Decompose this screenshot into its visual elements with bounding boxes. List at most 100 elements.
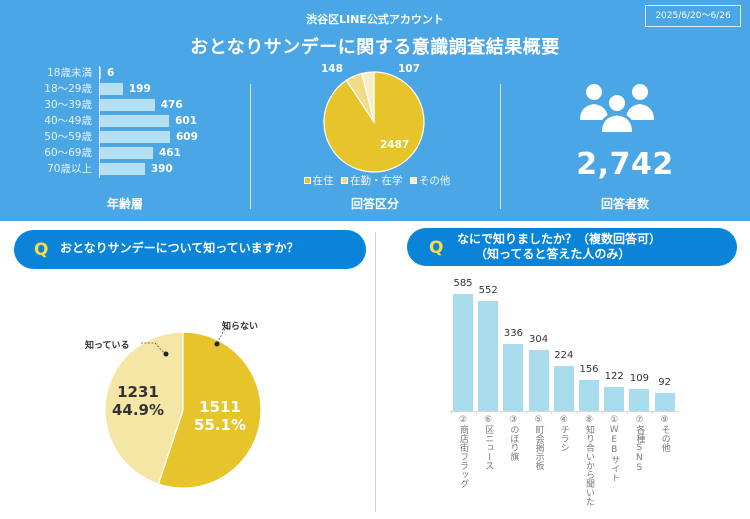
q1-pie-chart xyxy=(104,326,262,489)
q2-bar-value: 336 xyxy=(503,327,523,339)
date-range-badge: 2025/6/20～6/26 xyxy=(645,5,741,27)
legend-swatch-zaiju xyxy=(303,177,311,184)
age-bar xyxy=(100,147,153,159)
q2-category-label: ②商店街フラッグ xyxy=(458,415,468,488)
q1-value-shiranai: 1511 xyxy=(199,398,241,416)
q2-bar-value: 585 xyxy=(453,278,473,289)
q2-category-label: ③のぼり旗 xyxy=(508,415,519,461)
q1-mark: Q xyxy=(34,240,49,260)
q2-bar xyxy=(503,343,524,411)
age-label: 50～59歳 xyxy=(44,131,92,143)
respondent-count: 2,742 xyxy=(576,147,674,182)
q2-x-axis xyxy=(450,411,679,412)
q2-bar-value: 156 xyxy=(579,363,599,375)
q2-bar-value: 92 xyxy=(658,376,671,388)
q2-category-label: ①WEBサイト xyxy=(609,415,620,482)
age-section-label: 年齢層 xyxy=(106,197,143,211)
q2-question-line1: なにで知りましたか？（複数回答可） xyxy=(457,232,662,246)
q1-question-text: おとなりサンデーについて知っていますか？ xyxy=(60,241,299,255)
header-band: 渋谷区LINE公式アカウント おとなりサンデーに関する意識調査結果概要 2025… xyxy=(0,0,750,221)
q2-bar xyxy=(629,389,650,411)
q2-tick xyxy=(500,411,502,414)
q1-question-banner: Q おとなりサンデーについて知っていますか？ xyxy=(14,230,366,269)
category-pie-slice xyxy=(361,71,375,123)
q1-percent-shitteiru: 44.9% xyxy=(111,401,165,419)
q2-category-label: ④チラシ xyxy=(558,415,569,452)
age-value: 609 xyxy=(176,131,198,143)
leader-dot-shiranai xyxy=(214,341,220,347)
q2-category-label: ⑥区ニュース xyxy=(483,415,494,470)
legend-label-other: その他 xyxy=(418,175,451,187)
age-value: 390 xyxy=(150,163,173,175)
q2-category-label: ⑤町会掲示板 xyxy=(533,415,544,470)
q1-value-shitteiru: 1231 xyxy=(117,383,159,401)
q2-tick xyxy=(626,411,628,414)
header-divider-1 xyxy=(250,84,251,209)
pie-value-zaikin: 148 xyxy=(321,63,343,75)
page-title: おとなりサンデーに関する意識調査結果概要 xyxy=(190,37,560,58)
age-label: 70歳以上 xyxy=(47,163,92,175)
q2-bar-value: 304 xyxy=(529,334,549,346)
q2-bar xyxy=(604,386,625,411)
age-bar xyxy=(100,99,155,111)
legend-swatch-zaikin xyxy=(341,177,348,184)
people-group-icon xyxy=(580,84,654,134)
q2-bar xyxy=(478,300,499,411)
age-bar xyxy=(100,115,170,127)
q1-percent-shiranai: 55.1% xyxy=(193,416,247,434)
q1-slice-shitteiru-text: 1231 44.9% xyxy=(108,383,168,419)
pie-value-other: 107 xyxy=(398,63,420,75)
age-axis-line xyxy=(99,66,100,178)
age-label: 40～49歳 xyxy=(44,115,92,127)
respondents-section-label: 回答者数 xyxy=(600,197,649,211)
q2-category-label: ⑨その他 xyxy=(659,415,670,452)
q1-label-shitteiru: 知っている xyxy=(85,341,130,351)
age-label: 18歳未満 xyxy=(47,67,92,79)
category-legend: 在住 在勤・在学 その他 xyxy=(250,173,500,188)
age-label: 60～69歳 xyxy=(44,147,92,159)
q2-question-banner: Q なにで知りましたか？（複数回答可） （知ってると答えた人のみ） xyxy=(407,228,737,266)
q2-tick xyxy=(601,411,603,414)
q2-bar-value: 552 xyxy=(478,284,498,296)
legend-swatch-other xyxy=(409,177,417,184)
age-value: 461 xyxy=(158,147,181,159)
q2-mark: Q xyxy=(429,238,444,258)
q1-pie-slice xyxy=(157,331,262,489)
q2-tick xyxy=(652,411,654,414)
category-pie-chart xyxy=(323,71,425,173)
q2-tick xyxy=(526,411,528,414)
leader-dot-shitteiru xyxy=(163,351,169,357)
age-bar xyxy=(100,163,145,175)
leader-line-shiranai xyxy=(216,326,236,344)
q2-bar xyxy=(654,392,675,411)
q2-question-line2: （知ってると答えた人のみ） xyxy=(475,247,631,261)
age-bar xyxy=(100,67,101,79)
q1-slice-shiranai-text: 1511 55.1% xyxy=(190,398,250,434)
legend-label-zaikin: 在勤・在学 xyxy=(350,175,403,187)
age-value: 6 xyxy=(107,67,115,79)
pie-value-zaiju: 2487 xyxy=(380,139,410,151)
header-subtitle: 渋谷区LINE公式アカウント xyxy=(306,13,444,26)
q2-bar xyxy=(528,350,549,411)
q2-bar xyxy=(553,366,574,411)
category-section-label: 回答区分 xyxy=(350,197,399,211)
legend-label-zaiju: 在住 xyxy=(312,175,334,187)
section-divider xyxy=(375,232,376,512)
age-value: 199 xyxy=(128,83,151,95)
header-divider-2 xyxy=(500,84,501,209)
age-label: 18～29歳 xyxy=(44,83,92,95)
q2-tick xyxy=(475,411,477,414)
age-bar xyxy=(100,131,170,143)
q2-bar-value: 122 xyxy=(604,370,624,382)
q2-tick xyxy=(576,411,578,414)
q2-tick xyxy=(450,411,452,414)
q2-category-label: ⑧知り合いから聞いた xyxy=(584,415,594,506)
age-value: 601 xyxy=(175,115,197,127)
q1-label-shiranai: 知らない xyxy=(222,322,259,332)
q2-bar-value: 109 xyxy=(629,373,649,385)
age-value: 476 xyxy=(160,99,183,111)
q2-category-label: ⑦各種SNS xyxy=(634,415,645,473)
q2-tick xyxy=(551,411,553,414)
q2-bar xyxy=(579,379,599,411)
